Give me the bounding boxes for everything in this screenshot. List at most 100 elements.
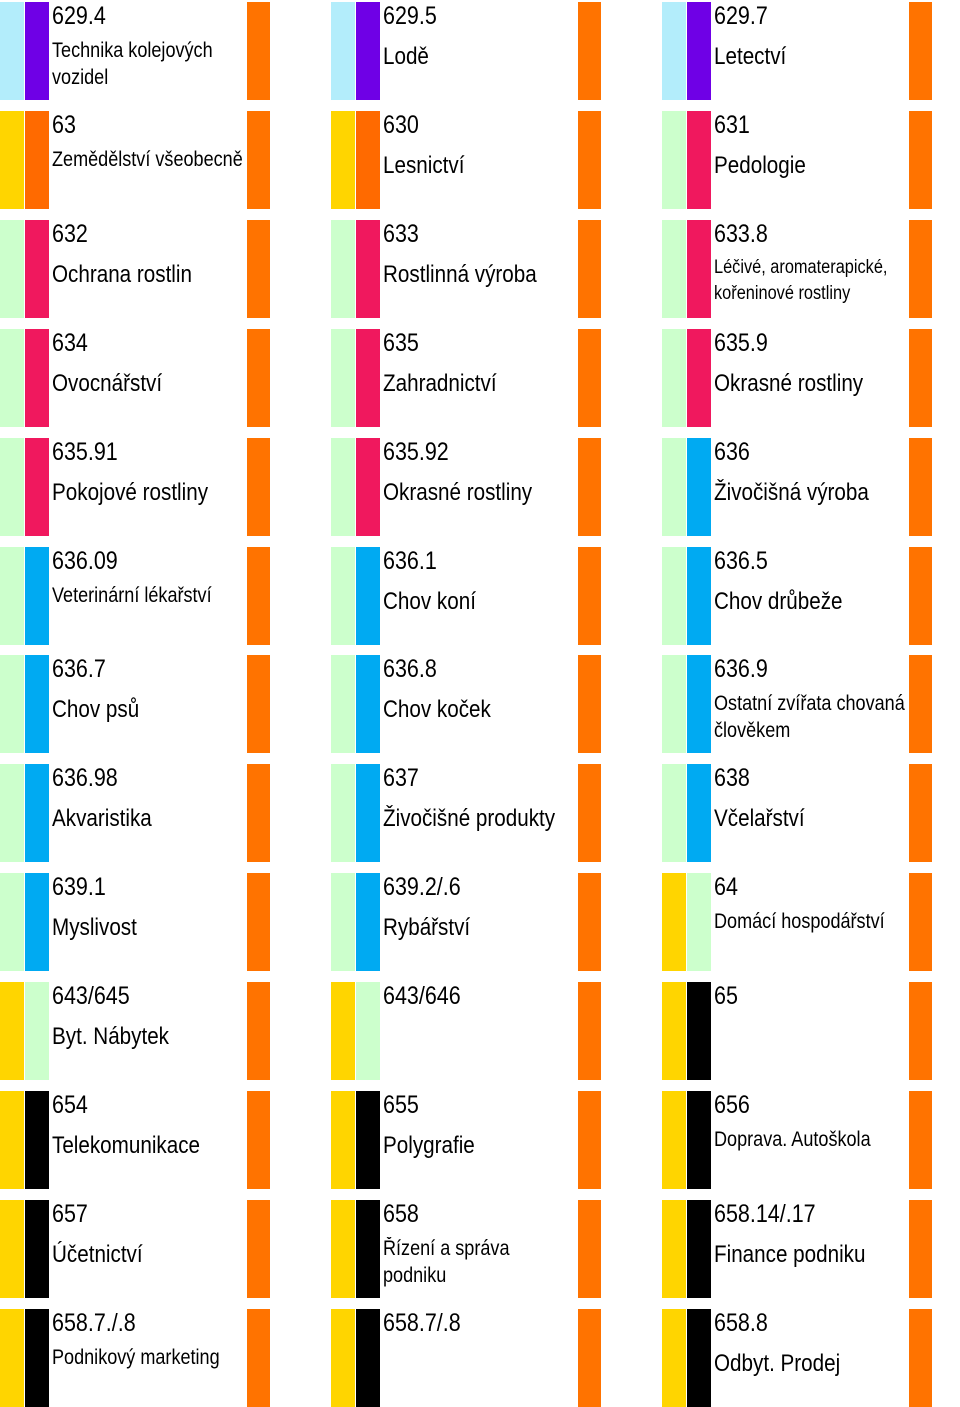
category-name: Telekomunikace bbox=[52, 1132, 201, 1159]
orange-tab bbox=[578, 438, 601, 536]
orange-tab bbox=[578, 329, 601, 427]
category-code: 629.5 bbox=[383, 2, 437, 30]
category-name: Lesnictví bbox=[383, 152, 465, 179]
outer-color-strip bbox=[0, 1091, 24, 1189]
category-name: Živočišné produkty bbox=[383, 805, 556, 832]
category-name: Léčivé, aromaterapické, kořeninové rostl… bbox=[714, 257, 888, 304]
inner-color-strip bbox=[356, 1091, 380, 1189]
outer-color-strip bbox=[0, 1200, 24, 1298]
inner-color-strip bbox=[356, 2, 380, 100]
category-name: Veterinární lékařství bbox=[52, 584, 212, 607]
category-label: 636.5 Chov drůbeže bbox=[714, 546, 854, 644]
category-label: 658 Řízení a správa podniku bbox=[383, 1199, 523, 1297]
outer-color-strip bbox=[662, 2, 686, 100]
inner-color-strip bbox=[25, 2, 49, 100]
category-label: 635 Zahradnictví bbox=[383, 328, 523, 426]
category-label: 636.98 Akvaristika bbox=[52, 763, 192, 861]
orange-tab bbox=[247, 1200, 270, 1298]
orange-tab bbox=[247, 2, 270, 100]
category-label: 64 Domácí hospodářství bbox=[714, 872, 885, 970]
outer-color-strip bbox=[0, 220, 24, 318]
category-code: 658.7./.8 bbox=[52, 1309, 136, 1337]
category-code: 657 bbox=[52, 1200, 88, 1228]
orange-tab bbox=[578, 111, 601, 209]
category-name: Byt. Nábytek bbox=[52, 1023, 170, 1050]
orange-tab bbox=[578, 982, 601, 1080]
outer-color-strip bbox=[662, 547, 686, 645]
orange-tab bbox=[909, 764, 932, 862]
inner-color-strip bbox=[687, 655, 711, 753]
category-code: 64 bbox=[714, 873, 738, 901]
orange-tab bbox=[909, 1200, 932, 1298]
outer-color-strip bbox=[331, 111, 355, 209]
outer-color-strip bbox=[331, 438, 355, 536]
outer-color-strip bbox=[662, 1309, 686, 1407]
inner-color-strip bbox=[25, 438, 49, 536]
category-label: 657 Účetnictví bbox=[52, 1199, 192, 1297]
orange-tab bbox=[578, 1200, 601, 1298]
inner-color-strip bbox=[356, 111, 380, 209]
orange-tab bbox=[247, 547, 270, 645]
category-label: 638 Včelařství bbox=[714, 763, 854, 861]
outer-color-strip bbox=[0, 2, 24, 100]
category-name: Odbyt. Prodej bbox=[714, 1350, 841, 1377]
category-name: Zahradnictví bbox=[383, 370, 497, 397]
category-name: Myslivost bbox=[52, 914, 137, 941]
orange-tab bbox=[578, 1091, 601, 1189]
category-code: 63 bbox=[52, 111, 76, 139]
category-code: 629.4 bbox=[52, 2, 106, 30]
category-name: Doprava. Autoškola bbox=[714, 1128, 871, 1151]
orange-tab bbox=[578, 1309, 601, 1407]
orange-tab bbox=[909, 329, 932, 427]
category-code: 630 bbox=[383, 111, 419, 139]
outer-color-strip bbox=[331, 329, 355, 427]
outer-color-strip bbox=[331, 873, 355, 971]
outer-color-strip bbox=[662, 764, 686, 862]
category-code: 636.8 bbox=[383, 655, 437, 683]
category-label: 635.9 Okrasné rostliny bbox=[714, 328, 863, 426]
outer-color-strip bbox=[662, 329, 686, 427]
inner-color-strip bbox=[687, 220, 711, 318]
outer-color-strip bbox=[331, 764, 355, 862]
category-code: 643/645 bbox=[52, 982, 130, 1010]
category-code: 634 bbox=[52, 329, 88, 357]
inner-color-strip bbox=[687, 329, 711, 427]
inner-color-strip bbox=[687, 547, 711, 645]
category-label: 65 bbox=[714, 981, 854, 1079]
inner-color-strip bbox=[356, 764, 380, 862]
orange-tab bbox=[578, 764, 601, 862]
category-code: 636.09 bbox=[52, 547, 118, 575]
category-name: Včelařství bbox=[714, 805, 805, 832]
inner-color-strip bbox=[25, 220, 49, 318]
inner-color-strip bbox=[25, 329, 49, 427]
inner-color-strip bbox=[687, 1091, 711, 1189]
category-label: 634 Ovocnářství bbox=[52, 328, 192, 426]
category-name: Chov koní bbox=[383, 588, 476, 615]
category-code: 658 bbox=[383, 1200, 419, 1228]
category-label: 636.1 Chov koní bbox=[383, 546, 523, 644]
inner-color-strip bbox=[687, 438, 711, 536]
category-name: Účetnictví bbox=[52, 1241, 143, 1268]
inner-color-strip bbox=[356, 873, 380, 971]
inner-color-strip bbox=[356, 438, 380, 536]
category-name: Rostlinná výroba bbox=[383, 261, 537, 288]
category-code: 636.1 bbox=[383, 547, 437, 575]
inner-color-strip bbox=[687, 1309, 711, 1407]
category-label: 631 Pedologie bbox=[714, 110, 854, 208]
category-name: Rybářství bbox=[383, 914, 471, 941]
category-name: Technika kolejových vozidel bbox=[52, 39, 213, 89]
category-label: 635.92 Okrasné rostliny bbox=[383, 437, 532, 535]
outer-color-strip bbox=[0, 764, 24, 862]
orange-tab bbox=[247, 1091, 270, 1189]
category-label: 636.9 Ostatní zvířata chovaná člověkem bbox=[714, 654, 905, 752]
category-code: 636.5 bbox=[714, 547, 768, 575]
orange-tab bbox=[909, 655, 932, 753]
orange-tab bbox=[909, 111, 932, 209]
category-code: 637 bbox=[383, 764, 419, 792]
category-code: 639.2/.6 bbox=[383, 873, 461, 901]
category-code: 654 bbox=[52, 1091, 88, 1119]
category-name: Okrasné rostliny bbox=[383, 479, 533, 506]
category-code: 658.7/.8 bbox=[383, 1309, 461, 1337]
category-code: 629.7 bbox=[714, 2, 768, 30]
